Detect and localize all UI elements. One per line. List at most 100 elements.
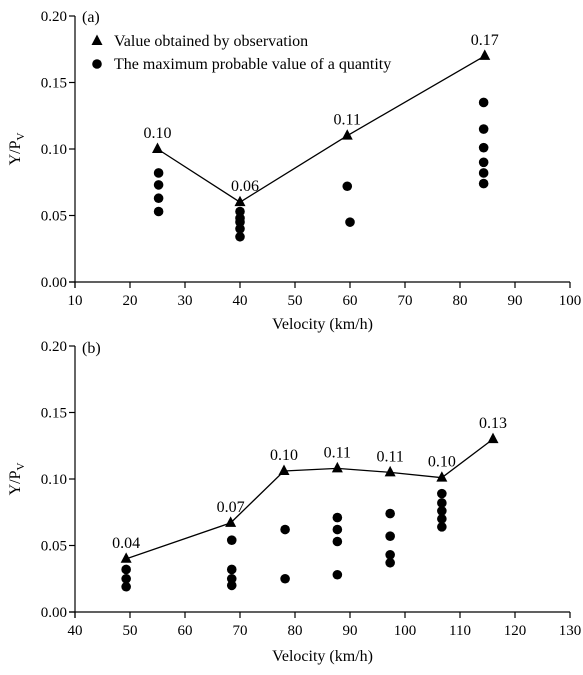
observation-point — [152, 142, 163, 153]
probable-value-point — [153, 206, 164, 217]
panel-label: (a) — [82, 9, 100, 26]
y-tick-label: 0.00 — [41, 275, 67, 291]
probable-value-point — [437, 506, 447, 516]
x-tick-label: 90 — [343, 623, 358, 639]
data-label: 0.10 — [428, 454, 456, 471]
probable-value-point — [226, 535, 237, 545]
observation-point — [341, 129, 353, 140]
probable-value-point — [385, 550, 395, 560]
probable-value-point — [332, 524, 343, 535]
probable-value-point — [121, 564, 131, 575]
observation-point — [384, 465, 396, 477]
x-tick-label: 110 — [449, 623, 471, 639]
observation-point — [487, 432, 499, 444]
data-label: 0.10 — [144, 125, 172, 142]
probable-value-point — [437, 488, 447, 499]
x-tick-label: 80 — [453, 293, 468, 309]
probable-value-point — [478, 97, 489, 108]
x-tick-label: 60 — [178, 623, 193, 639]
y-tick-label: 0.15 — [41, 76, 67, 92]
data-label: 0.11 — [334, 112, 361, 129]
data-label: 0.04 — [112, 535, 140, 552]
x-axis-title: Velocity (km/h) — [272, 648, 373, 665]
probable-value-point — [437, 522, 447, 532]
y-tick-label: 0.00 — [41, 605, 67, 621]
probable-value-point — [226, 573, 237, 584]
x-tick-label: 80 — [288, 623, 303, 639]
probable-value-point — [280, 524, 290, 535]
data-label: 0.17 — [471, 32, 499, 49]
probable-value-point — [121, 573, 131, 584]
observation-point — [120, 552, 132, 563]
observation-point — [225, 516, 237, 527]
x-axis-title: Velocity (km/h) — [272, 316, 373, 333]
probable-value-point — [235, 206, 245, 217]
y-tick-label: 0.05 — [41, 539, 67, 555]
probable-value-point — [332, 512, 343, 523]
observation-point — [278, 464, 290, 475]
x-tick-label: 40 — [68, 623, 83, 639]
probable-value-point — [385, 531, 395, 541]
data-label: 0.10 — [270, 447, 298, 464]
x-tick-label: 120 — [504, 623, 527, 639]
x-tick-label: 100 — [394, 623, 417, 639]
x-tick-label: 10 — [68, 293, 83, 309]
data-label: 0.06 — [231, 178, 259, 195]
data-label: 0.13 — [479, 415, 507, 432]
y-axis-title: Y/PV — [7, 133, 27, 166]
probable-value-point — [437, 498, 447, 508]
chart-panel-a: 10 20 30 40 50 60 70 80 90 100 0.00 0.05 0.10 0.15 0.2… — [7, 9, 581, 333]
observation-line — [157, 55, 486, 203]
legend-triangle-marker — [91, 34, 103, 45]
probable-value-point — [332, 569, 343, 580]
probable-value-point — [226, 564, 237, 575]
probable-value-point — [478, 178, 489, 189]
probable-value-point — [153, 168, 164, 178]
x-tick-label: 40 — [233, 293, 248, 309]
probable-value-point — [342, 181, 353, 192]
y-tick-label: 0.10 — [41, 142, 67, 158]
probable-value-point — [153, 193, 164, 204]
probable-value-point — [437, 514, 447, 524]
y-tick-label: 0.20 — [41, 339, 67, 355]
probable-value-point — [478, 124, 489, 134]
probable-value-point — [478, 142, 489, 153]
y-axis-title: Y/PV — [7, 463, 27, 496]
probable-value-point — [385, 508, 395, 519]
x-tick-label: 30 — [178, 293, 193, 309]
data-label: 0.07 — [217, 499, 245, 516]
probable-value-point — [121, 581, 131, 592]
data-label: 0.11 — [324, 444, 351, 461]
observation-point — [234, 195, 246, 207]
x-tick-label: 50 — [123, 623, 138, 639]
x-tick-label: 90 — [508, 293, 523, 309]
probable-value-point — [235, 217, 245, 227]
probable-value-point — [153, 180, 164, 190]
y-tick-label: 0.10 — [41, 472, 67, 488]
x-tick-label: 20 — [123, 293, 138, 309]
y-tick-label: 0.15 — [41, 406, 67, 422]
legend-circle-marker — [92, 59, 102, 69]
data-label: 0.11 — [376, 448, 403, 465]
chart-panel-b: 40 50 60 70 80 90 100 110 120 130 0.00 0.05 0.10 0.15… — [7, 339, 581, 665]
probable-value-point — [226, 580, 237, 591]
probable-value-point — [332, 536, 343, 547]
y-tick-label: 0.20 — [41, 9, 67, 25]
x-tick-label: 60 — [343, 293, 358, 309]
x-tick-label: 100 — [559, 293, 582, 309]
observation-point — [436, 471, 448, 482]
probable-value-point — [235, 231, 245, 242]
probable-value-point — [478, 168, 489, 178]
probable-value-point — [478, 157, 489, 168]
probable-value-point — [385, 557, 395, 568]
legend-label: The maximum probable value of a quantity — [114, 56, 391, 73]
y-tick-label: 0.05 — [41, 209, 67, 225]
observation-point — [331, 461, 343, 473]
x-tick-label: 70 — [233, 623, 248, 639]
probable-value-point — [280, 573, 290, 584]
x-tick-label: 130 — [559, 623, 582, 639]
x-tick-label: 70 — [398, 293, 413, 309]
legend: Value obtained by observation The maximum… — [91, 33, 391, 73]
panel-label: (b) — [82, 340, 101, 357]
